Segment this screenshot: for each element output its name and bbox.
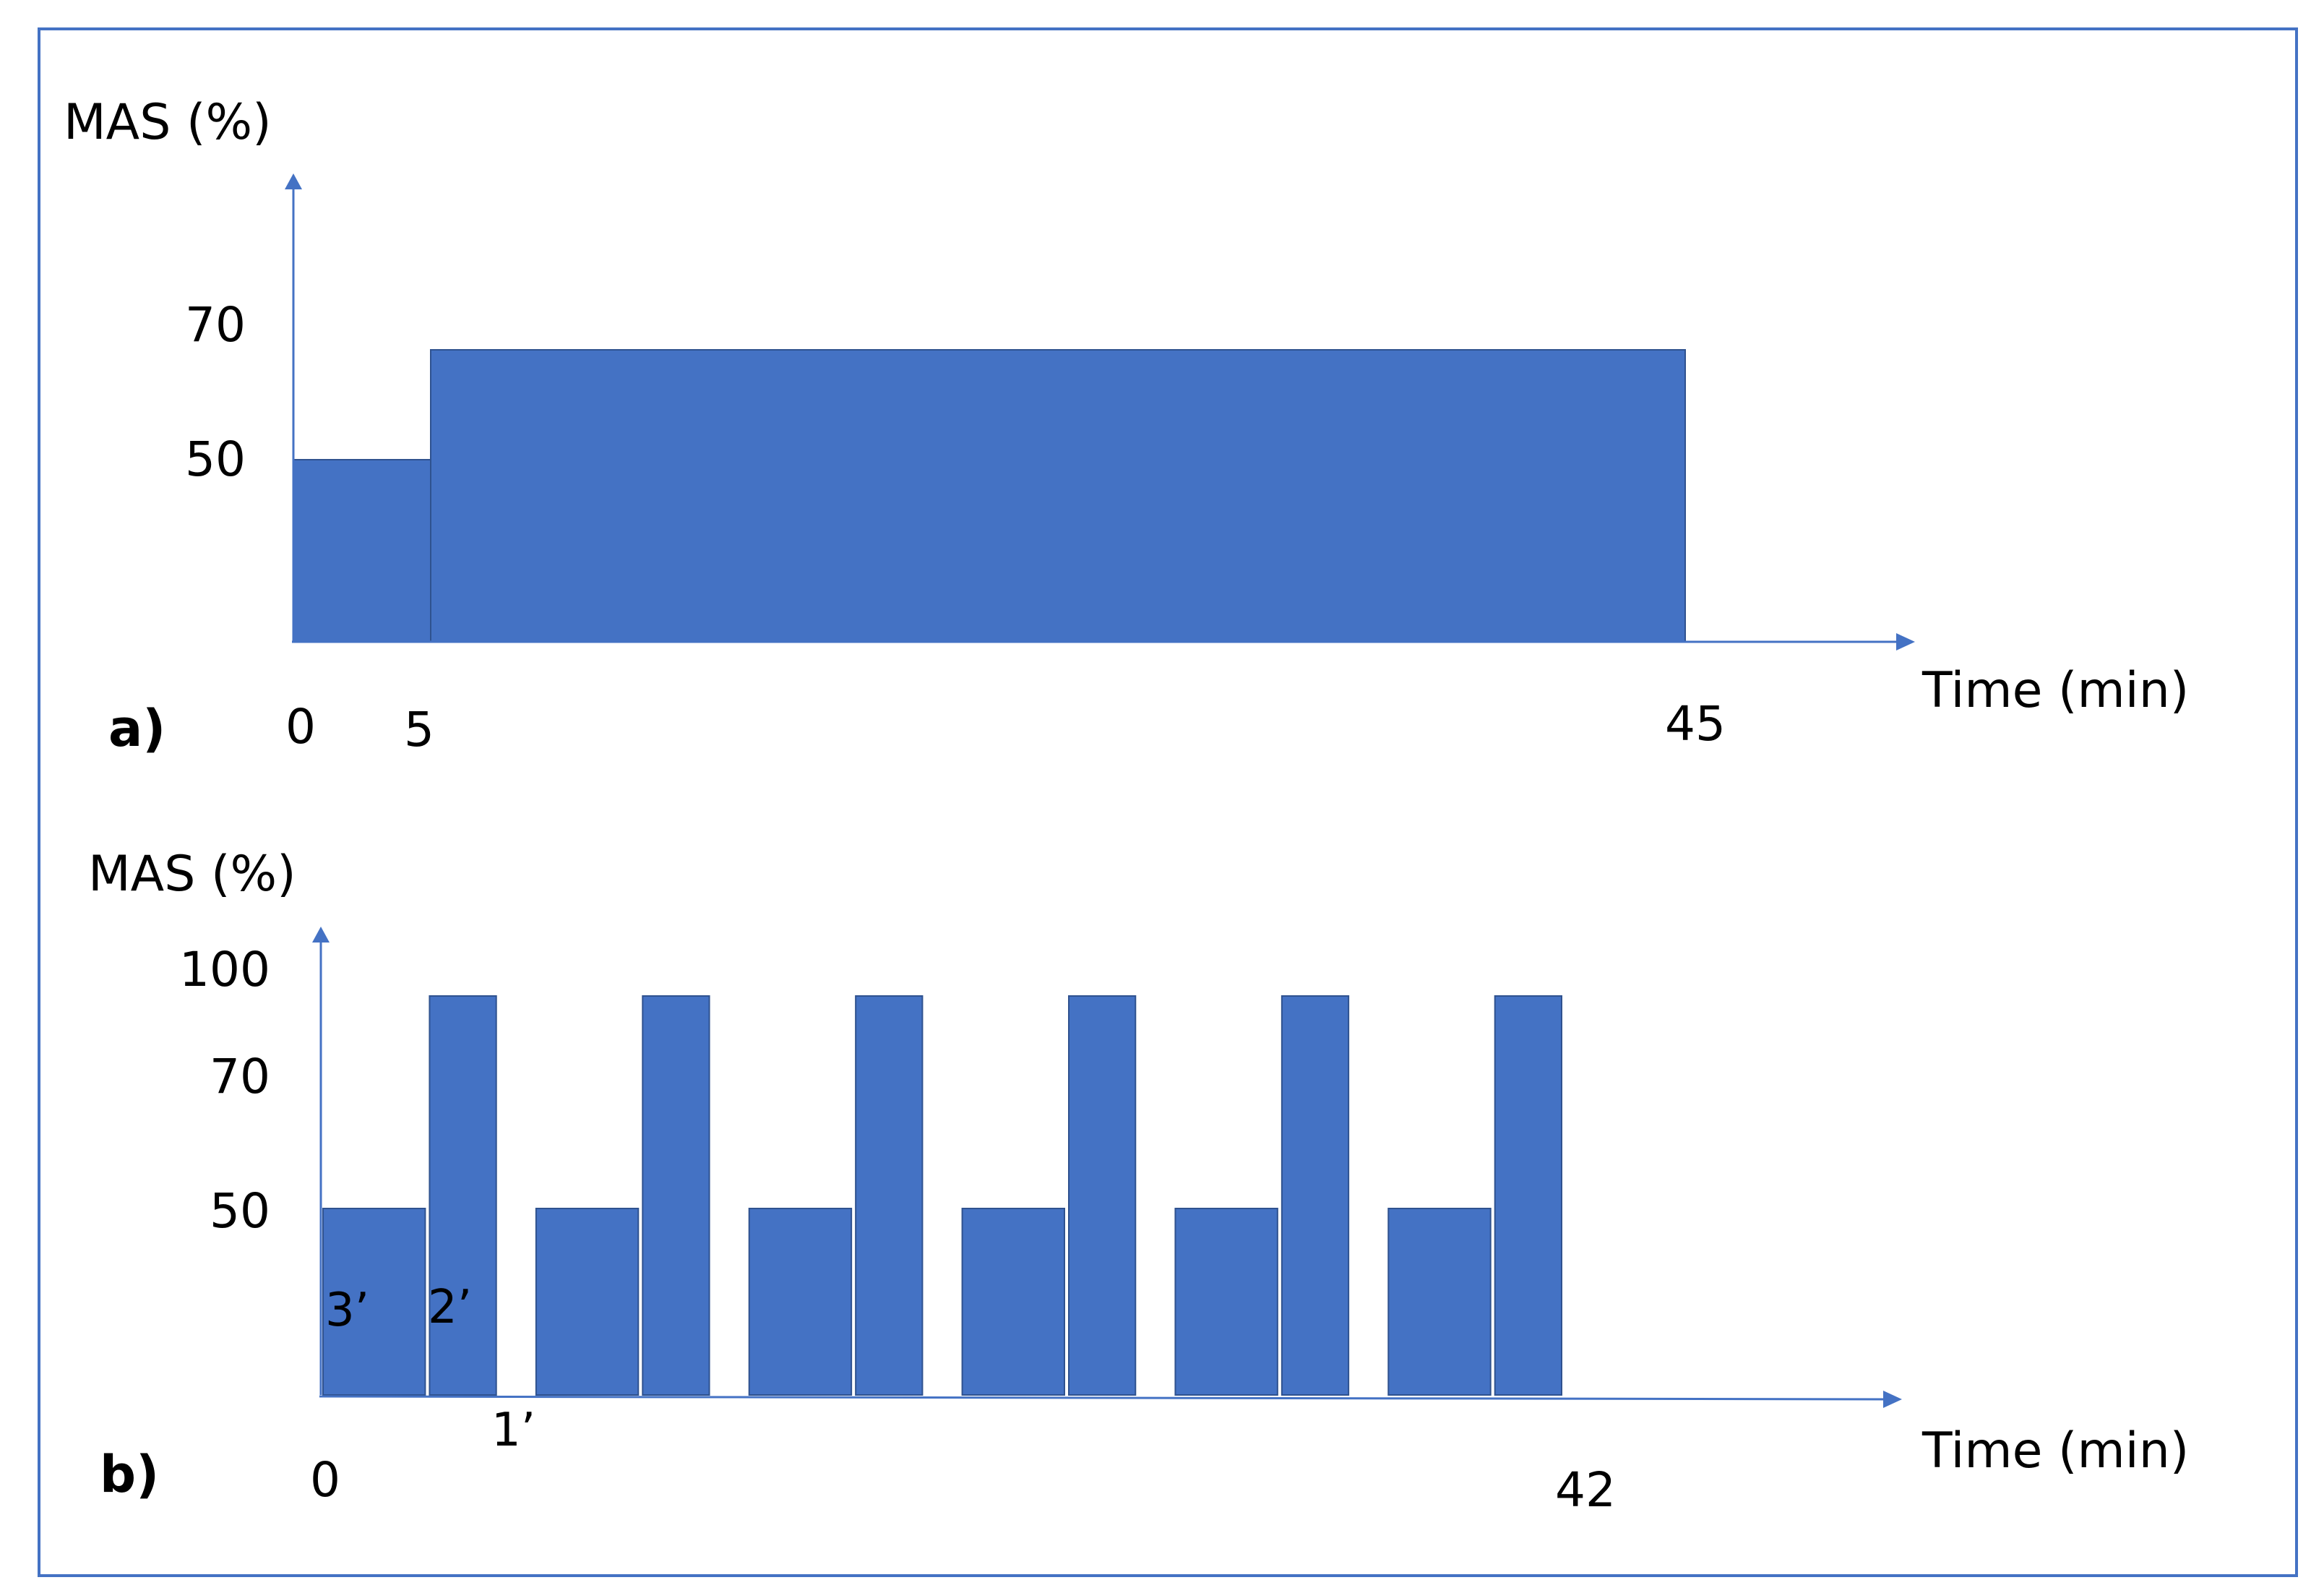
- panel-b-y-tick-50: 50: [210, 1183, 270, 1239]
- panel-b-bar-1: [322, 1208, 426, 1396]
- panel-a-x-tick-45: 45: [1665, 696, 1726, 752]
- panel-a-x-axis-arrow: [1896, 633, 1915, 650]
- panel-b-letter: b): [100, 1445, 159, 1504]
- panel-a-bars: [293, 349, 1686, 643]
- panel-b-bar-8: [1068, 995, 1137, 1396]
- panel-b-x-tick-0: 0: [310, 1452, 340, 1508]
- panel-b-x-tick-42: 42: [1555, 1462, 1616, 1518]
- panel-b-bar-2: [429, 995, 497, 1396]
- panel-a-x-tick-5: 5: [404, 702, 434, 757]
- panel-a: MAS (%) 50 70 0 5 45 Time (min) a): [64, 94, 2189, 758]
- panel-b-annotation-2min: 2’: [428, 1281, 472, 1334]
- panel-b-x-axis-arrow: [1883, 1391, 1902, 1408]
- panel-a-y-axis-arrow: [285, 173, 302, 189]
- panel-b-bar-5: [748, 1208, 853, 1396]
- panel-a-x-label: Time (min): [1921, 662, 2189, 719]
- panel-b-y-axis-arrow: [312, 927, 330, 943]
- panel-b-bar-10: [1281, 995, 1350, 1396]
- panel-a-bar-1: [293, 459, 431, 643]
- panel-a-letter: a): [108, 699, 165, 758]
- panel-b-bar-6: [855, 995, 924, 1396]
- panel-b-bar-12: [1494, 995, 1563, 1396]
- panel-b-bar-4: [642, 995, 710, 1396]
- panel-a-y-tick-70: 70: [185, 297, 246, 353]
- panel-b-bar-11: [1387, 1208, 1492, 1396]
- figure-frame: [38, 27, 2298, 1577]
- panel-b-y-tick-100: 100: [179, 942, 270, 997]
- panel-b-bar-3: [535, 1208, 640, 1396]
- panel-a-x-tick-0: 0: [285, 699, 316, 755]
- panel-b-bar-7: [961, 1208, 1065, 1396]
- panel-b-bar-9: [1174, 1208, 1278, 1396]
- panel-b: MAS (%) 50 70 100 3’ 2’ 1’ 0 42 Time (mi…: [88, 846, 2189, 1518]
- panel-b-y-label: MAS (%): [88, 846, 296, 903]
- panel-b-x-axis: [319, 1395, 1888, 1401]
- panel-b-x-label: Time (min): [1921, 1422, 2189, 1480]
- panel-b-annotation-1min: 1’: [491, 1404, 535, 1457]
- panel-a-y-label: MAS (%): [64, 94, 272, 151]
- panel-b-bars: [322, 995, 1563, 1396]
- panel-b-y-tick-70: 70: [210, 1049, 270, 1104]
- panel-b-annotation-3min: 3’: [325, 1284, 369, 1337]
- panel-a-bar-2: [430, 349, 1686, 643]
- panel-a-y-tick-50: 50: [185, 431, 246, 487]
